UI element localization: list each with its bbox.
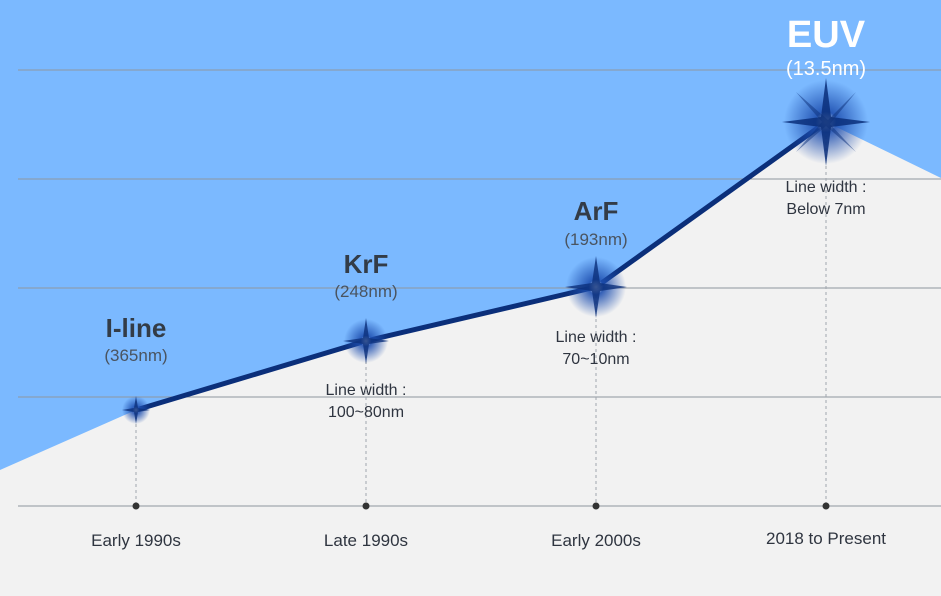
tech-name-euv: EUV [786, 14, 866, 56]
era-dot [822, 502, 830, 510]
trend-line [133, 119, 829, 413]
wavelength-krf: (248nm) [334, 282, 398, 301]
line-width-label: Line width : [325, 382, 407, 399]
wavelength-iline: (365nm) [104, 346, 168, 365]
star-marker [122, 396, 150, 424]
wavelength-euv: (13.5nm) [785, 58, 867, 80]
line-width-label: Line width : [785, 179, 867, 196]
tech-name-iline: I-line [105, 313, 167, 343]
era-dot [592, 502, 600, 510]
star-marker [343, 318, 389, 364]
era-krf: Late 1990s [323, 531, 409, 550]
sky-region [0, 0, 941, 470]
line-width-value: 100~80nm [327, 404, 405, 421]
tech-name-arf: ArF [573, 196, 619, 226]
line-width-value: 70~10nm [562, 351, 630, 368]
era-iline: Early 1990s [91, 531, 181, 550]
era-euv: 2018 to Present [765, 529, 887, 548]
wavelength-arf: (193nm) [564, 230, 628, 249]
era-dot [132, 502, 140, 510]
era-dot [362, 502, 370, 510]
era-arf: Early 2000s [551, 531, 641, 550]
line-width-value: Below 7nm [786, 201, 866, 218]
line-width-label: Line width : [555, 329, 637, 346]
line-width-krf: Line width : 100~80nm [326, 380, 407, 424]
tech-name-krf: KrF [343, 249, 389, 279]
star-marker [782, 78, 870, 166]
line-width-euv: Line width : Below 7nm [786, 177, 867, 221]
line-width-arf: Line width : 70~10nm [556, 327, 637, 371]
star-marker [565, 256, 627, 318]
